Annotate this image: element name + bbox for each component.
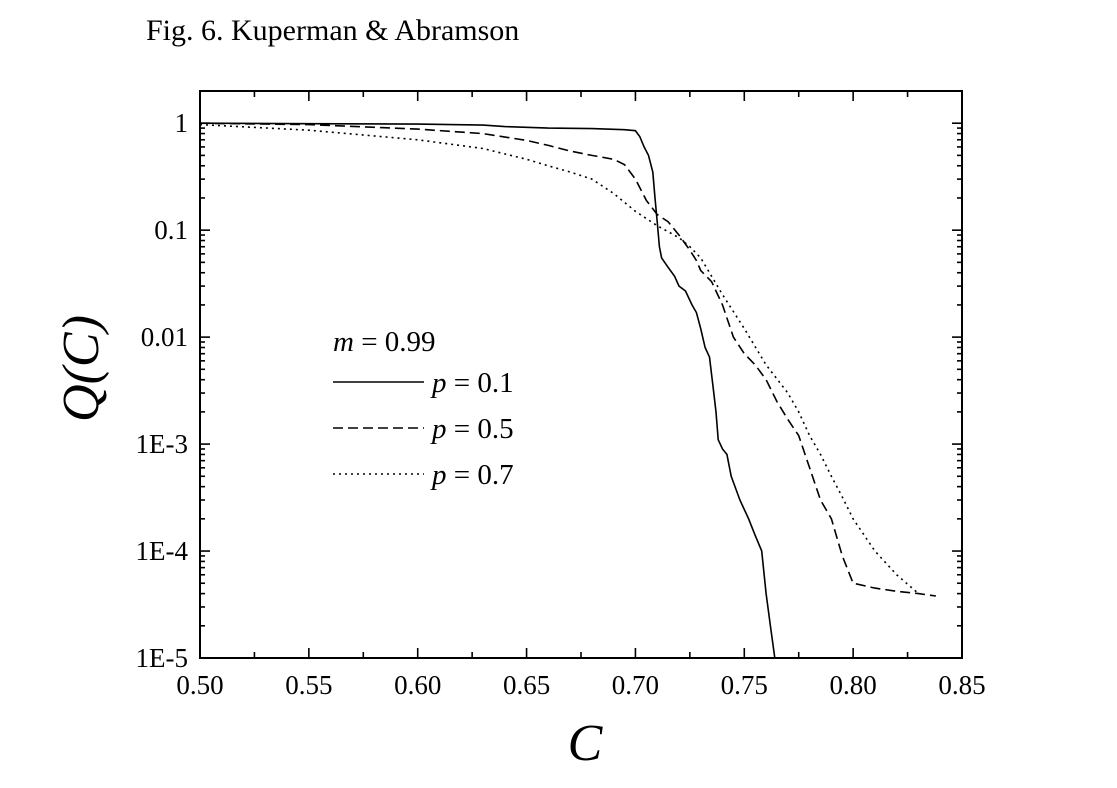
x-axis-title: C: [568, 715, 604, 772]
legend-label-1: p = 0.1: [430, 367, 514, 399]
x-tick-label: 0.55: [285, 670, 332, 700]
y-tick-label: 1E-4: [136, 536, 189, 566]
y-tick-label: 1: [175, 108, 189, 138]
y-axis-title: Q(C): [53, 315, 110, 422]
x-tick-label: 0.85: [938, 670, 985, 700]
y-tick-label: 1E-5: [136, 643, 188, 673]
x-tick-label: 0.70: [612, 670, 659, 700]
x-tick-label: 0.60: [394, 670, 441, 700]
axis-tick-labels: 0.50 0.55 0.60 0.65 0.70 0.75 0.80 0.85 1E-5 1E-4…: [136, 108, 986, 700]
legend-label-2: p = 0.5: [430, 413, 514, 445]
y-tick-label: 1E-3: [136, 429, 188, 459]
legend-label-3: p = 0.7: [430, 459, 514, 491]
plot-lines: [200, 122, 937, 658]
x-tick-label: 0.65: [503, 670, 550, 700]
x-tick-label: 0.50: [176, 670, 223, 700]
figure-caption: Fig. 6. Kuperman & Abramson: [146, 14, 520, 47]
series-line-3: [200, 123, 920, 595]
series-line-2: [200, 122, 937, 597]
legend-header: m = 0.99: [333, 326, 436, 358]
axis-ticks: [199, 90, 963, 659]
x-tick-label: 0.80: [830, 670, 877, 700]
y-tick-label: 0.01: [141, 322, 188, 352]
series-line-1: [200, 122, 776, 658]
y-tick-label: 0.1: [154, 215, 188, 245]
x-tick-label: 0.75: [721, 670, 768, 700]
legend: m = 0.99 p = 0.1 p = 0.5 p = 0.7: [333, 326, 514, 491]
